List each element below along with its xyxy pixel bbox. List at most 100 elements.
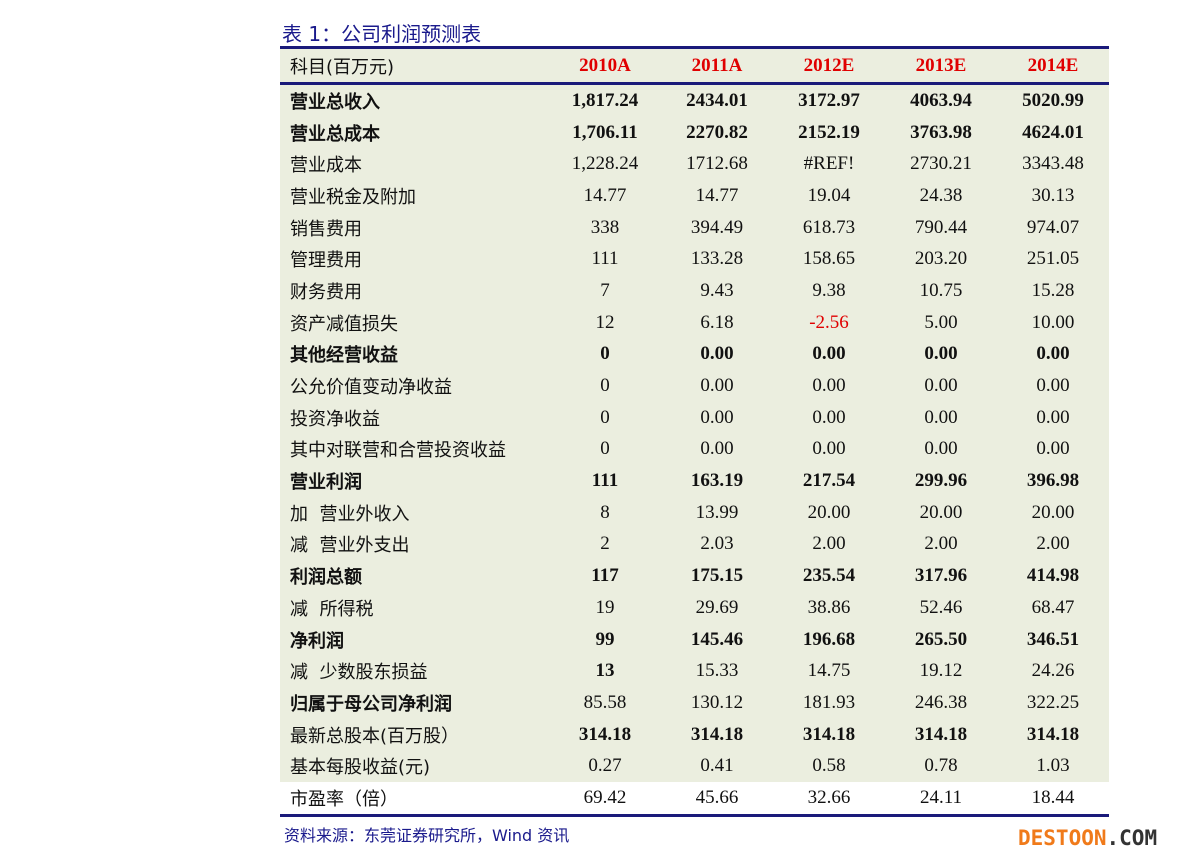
cell-value: 0.00 xyxy=(700,438,734,460)
row-label: 加 营业外收入 xyxy=(290,503,410,525)
row-label: 营业税金及附加 xyxy=(290,186,416,208)
row-label: 减 少数股东损益 xyxy=(290,662,428,684)
cell-value: 0.00 xyxy=(812,343,846,365)
header-year: 2010A xyxy=(579,54,631,76)
cell-value: 0 xyxy=(600,438,610,460)
table-row: 营业成本 1,228.24 1712.68 #REF! 2730.21 3343.48 xyxy=(280,148,1109,181)
cell-value: 18.44 xyxy=(1031,786,1075,808)
cell-value: 9.43 xyxy=(700,279,734,301)
watermark-logo: DESTOON.COM xyxy=(1018,826,1158,850)
cell-value: 3343.48 xyxy=(1022,153,1084,175)
cell-value: 2.03 xyxy=(700,533,734,555)
cell-value: 111 xyxy=(591,248,619,270)
cell-value: 314.18 xyxy=(578,723,632,745)
cell-value: 145.46 xyxy=(690,628,744,650)
cell-value: 2.00 xyxy=(812,533,846,555)
cell-value: 394.49 xyxy=(690,216,744,238)
row-label: 资产减值损失 xyxy=(290,313,398,335)
table-row: 管理费用 111 133.28 158.65 203.20 251.05 xyxy=(280,243,1109,276)
table-row: 公允价值变动净收益 0 0.00 0.00 0.00 0.00 xyxy=(280,370,1109,402)
cell-value: 0.00 xyxy=(924,406,958,428)
cell-value: 7 xyxy=(600,279,610,301)
table-row: 市盈率（倍） 69.42 45.66 32.66 24.11 18.44 xyxy=(280,782,1109,814)
table-row: 减 所得税 19 29.69 38.86 52.46 68.47 xyxy=(280,592,1109,624)
cell-value: 29.69 xyxy=(695,596,739,618)
cell-value: 314.18 xyxy=(690,723,744,745)
cell-value: 0.58 xyxy=(812,755,846,777)
table-header: 科目(百万元) 2010A 2011A 2012E 2013E 2014E xyxy=(280,49,1109,85)
row-label: 归属于母公司净利润 xyxy=(290,693,452,715)
cell-value: 5.00 xyxy=(924,311,958,333)
cell-value: 181.93 xyxy=(802,691,856,713)
table-row: 归属于母公司净利润 85.58 130.12 181.93 246.38 322.25 xyxy=(280,687,1109,719)
cell-value: 974.07 xyxy=(1026,216,1080,238)
cell-value: 111 xyxy=(591,470,619,492)
cell-value: 0.41 xyxy=(700,755,734,777)
row-label: 利润总额 xyxy=(290,567,362,589)
cell-value: 0 xyxy=(600,343,610,365)
cell-value: 0.00 xyxy=(924,343,958,365)
cell-value: 30.13 xyxy=(1031,184,1075,206)
cell-value: 19.04 xyxy=(807,184,851,206)
cell-value: 175.15 xyxy=(690,565,744,587)
cell-value: 1,228.24 xyxy=(571,153,639,175)
cell-value: 0.00 xyxy=(700,343,734,365)
cell-value: 1,817.24 xyxy=(571,89,639,111)
cell-value: 322.25 xyxy=(1026,691,1080,713)
cell-value: 117 xyxy=(591,565,619,587)
cell-value: 85.58 xyxy=(583,691,627,713)
table-row: 销售费用 338 394.49 618.73 790.44 974.07 xyxy=(280,211,1109,244)
cell-value: 163.19 xyxy=(690,470,744,492)
table-row: 基本每股收益(元) 0.27 0.41 0.58 0.78 1.03 xyxy=(280,750,1109,783)
cell-value: 52.46 xyxy=(919,596,963,618)
row-label: 销售费用 xyxy=(290,218,362,240)
cell-value: 45.66 xyxy=(695,786,739,808)
cell-value: 314.18 xyxy=(802,723,856,745)
table-row: 其中对联营和合营投资收益 0 0.00 0.00 0.00 0.00 xyxy=(280,433,1109,466)
table-row: 利润总额 117 175.15 235.54 317.96 414.98 xyxy=(280,560,1109,592)
cell-value: 0 xyxy=(600,406,610,428)
cell-value: 15.28 xyxy=(1031,279,1075,301)
table-row: 净利润 99 145.46 196.68 265.50 346.51 xyxy=(280,623,1109,656)
cell-value: 0.00 xyxy=(924,375,958,397)
cell-value: 13 xyxy=(595,660,615,682)
table-row: 减 营业外支出 2 2.03 2.00 2.00 2.00 xyxy=(280,528,1109,561)
cell-value: 314.18 xyxy=(914,723,968,745)
cell-value: 133.28 xyxy=(690,248,744,270)
cell-value: 618.73 xyxy=(802,216,856,238)
cell-value: 4063.94 xyxy=(910,89,972,111)
cell-value: 0.00 xyxy=(1036,438,1070,460)
cell-value: 2.00 xyxy=(1036,533,1070,555)
cell-value: 0.00 xyxy=(812,438,846,460)
cell-value: 32.66 xyxy=(807,786,851,808)
header-label: 科目(百万元) xyxy=(290,56,395,78)
cell-value: 2730.21 xyxy=(910,153,972,175)
cell-value: 13.99 xyxy=(695,501,739,523)
cell-value: 0.00 xyxy=(1036,343,1070,365)
table-row: 营业总收入 1,817.24 2434.01 3172.97 4063.94 5020.9… xyxy=(280,85,1109,117)
row-label: 营业总收入 xyxy=(290,91,380,113)
cell-value: 20.00 xyxy=(1031,501,1075,523)
cell-value: 10.75 xyxy=(919,279,963,301)
table-row: 财务费用 7 9.43 9.38 10.75 15.28 xyxy=(280,275,1109,307)
cell-value: 20.00 xyxy=(807,501,851,523)
table-row: 其他经营收益 0 0.00 0.00 0.00 0.00 xyxy=(280,338,1109,371)
cell-value: 235.54 xyxy=(802,565,856,587)
header-year: 2011A xyxy=(691,54,743,76)
table-row: 营业税金及附加 14.77 14.77 19.04 24.38 30.13 xyxy=(280,180,1109,212)
cell-value: 20.00 xyxy=(919,501,963,523)
cell-value: #REF! xyxy=(803,153,855,175)
cell-value: 9.38 xyxy=(812,279,846,301)
profit-forecast-table: 科目(百万元) 2010A 2011A 2012E 2013E 2014E 营业… xyxy=(280,46,1109,817)
header-year: 2014E xyxy=(1027,54,1079,76)
cell-value: 14.75 xyxy=(807,660,851,682)
row-label: 营业总成本 xyxy=(290,123,380,145)
cell-value: 5020.99 xyxy=(1022,89,1084,111)
cell-value: 3172.97 xyxy=(798,89,860,111)
cell-value: 338 xyxy=(590,216,620,238)
cell-value: 2270.82 xyxy=(686,121,748,143)
row-label: 基本每股收益(元) xyxy=(290,757,431,779)
cell-value: 396.98 xyxy=(1026,470,1080,492)
cell-value: 0.78 xyxy=(924,755,958,777)
cell-value: 3763.98 xyxy=(910,121,972,143)
